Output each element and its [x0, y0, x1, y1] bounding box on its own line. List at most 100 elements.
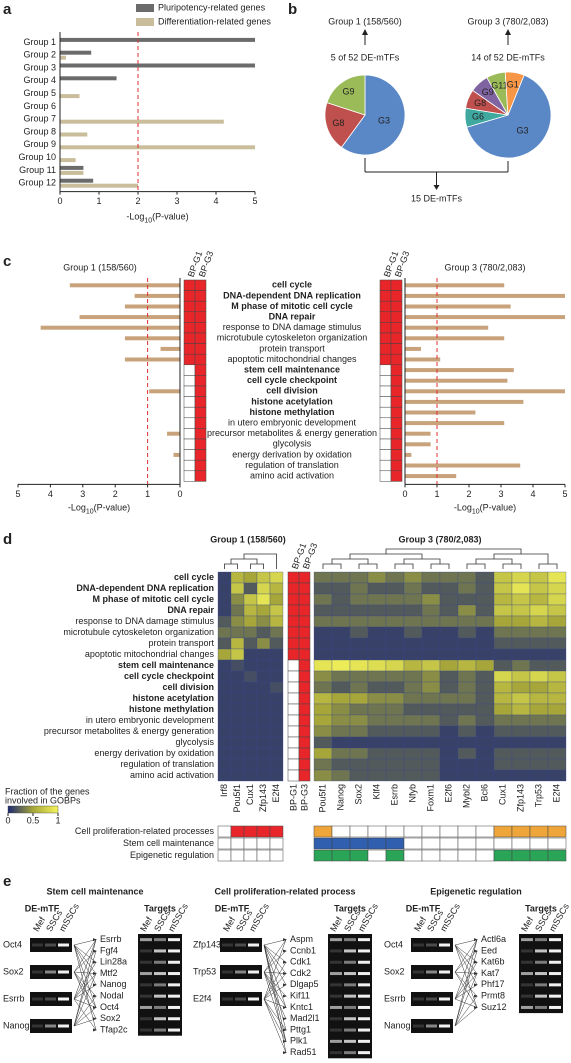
colorbar	[7, 805, 59, 814]
dendrogram	[349, 553, 423, 559]
gel-band	[330, 960, 342, 964]
membership-cell	[390, 311, 403, 323]
target-label: Nodal	[100, 991, 124, 1001]
heat-cell	[217, 626, 232, 639]
membership-cell	[379, 428, 392, 440]
heat-cell	[313, 571, 333, 584]
regulation-edge	[454, 984, 478, 1000]
membership-cell	[379, 459, 392, 472]
regulation-edge	[73, 939, 97, 1027]
heat-cell	[475, 747, 495, 760]
gel-band	[32, 943, 43, 947]
annotation-cell	[529, 837, 549, 850]
x-tick-label: 2	[466, 489, 471, 499]
lane-label: Mef	[328, 915, 344, 933]
tf-label: E2f4	[193, 993, 212, 1003]
heat-cell	[547, 615, 567, 628]
gel-band	[45, 997, 56, 1001]
column-header: DE-mTF	[215, 903, 250, 913]
gel-band	[344, 994, 356, 998]
dendrogram	[243, 553, 277, 569]
heat-cell	[547, 714, 567, 727]
heat-cell	[511, 725, 531, 738]
column-label: Nanog	[335, 784, 345, 811]
term-label: stem cell maintenance	[244, 364, 340, 374]
edge-arrow	[474, 938, 478, 942]
row-label: response to DNA damage stimulus	[75, 616, 214, 626]
membership-cell	[287, 703, 300, 716]
heat-cell	[230, 571, 245, 584]
gel-band	[235, 970, 246, 974]
target-label: Kif11	[290, 991, 310, 1001]
membership-cell	[390, 353, 403, 366]
annotation-cell	[367, 825, 387, 838]
heat-cell	[331, 659, 351, 672]
edge-arrow	[474, 994, 478, 998]
pie-title: Group 3 (780/2,083)	[467, 16, 548, 26]
row-label: M phase of mitotic cell cycle	[92, 594, 214, 604]
heat-cell	[403, 736, 423, 749]
heat-cell	[243, 670, 258, 683]
annotation-cell	[547, 837, 567, 850]
term-label: protein transport	[259, 343, 325, 353]
row-label: regulation of translation	[120, 759, 214, 769]
heat-cell	[385, 681, 405, 694]
heat-cell	[439, 593, 459, 606]
membership-cell	[287, 736, 300, 749]
heat-cell	[457, 659, 477, 672]
heat-cell	[331, 670, 351, 683]
membership-cell	[298, 648, 311, 661]
heat-cell	[457, 736, 477, 749]
heat-cell	[217, 593, 232, 606]
heat-cell	[217, 736, 232, 749]
heat-cell	[230, 725, 245, 738]
bar	[405, 399, 524, 404]
bar	[405, 463, 521, 468]
membership-cell	[298, 692, 311, 705]
bar	[405, 304, 511, 309]
membership-cell	[194, 332, 207, 344]
edge-arrow	[283, 938, 287, 942]
x-axis-label-part: -Log	[454, 503, 472, 513]
heat-cell	[475, 571, 495, 584]
heat-cell	[511, 604, 531, 617]
heat-cell	[243, 725, 258, 738]
target-label: Oct4	[100, 1002, 119, 1012]
regulation-edge	[73, 984, 97, 1000]
heat-cell	[313, 692, 333, 705]
gel-band	[154, 1005, 166, 1009]
heat-cell	[243, 736, 258, 749]
pie-slice	[324, 102, 366, 148]
heat-cell	[313, 758, 333, 771]
annotation-cell	[331, 849, 351, 862]
heat-cell	[457, 604, 477, 617]
regulation-edge	[454, 939, 478, 1027]
gel-band	[154, 1017, 166, 1021]
heat-cell	[529, 582, 549, 595]
heat-cell	[367, 692, 387, 705]
regulation-edge	[263, 939, 287, 946]
membership-cell	[287, 648, 300, 661]
membership-cell	[298, 659, 311, 672]
heat-cell	[230, 626, 245, 639]
y-tick-label: Group 3	[23, 62, 56, 72]
gel-band	[330, 1039, 342, 1043]
edge-arrow	[283, 1039, 287, 1043]
membership-cell	[298, 714, 311, 727]
heat-cell	[511, 769, 531, 782]
edge-arrow	[283, 1051, 287, 1055]
pie-slice	[326, 74, 366, 116]
heat-cell	[403, 670, 423, 683]
y-tick-label: Group 4	[23, 75, 56, 85]
edge-arrow	[474, 983, 478, 987]
heat-cell	[313, 725, 333, 738]
heat-cell	[256, 593, 271, 606]
heat-cell	[313, 615, 333, 628]
heat-cell	[256, 670, 271, 683]
annotation-cell	[256, 837, 271, 850]
heat-cell	[511, 659, 531, 672]
target-label: Fgf4	[100, 945, 118, 955]
x-axis-label-sub: 10	[472, 509, 480, 516]
heat-cell	[439, 736, 459, 749]
